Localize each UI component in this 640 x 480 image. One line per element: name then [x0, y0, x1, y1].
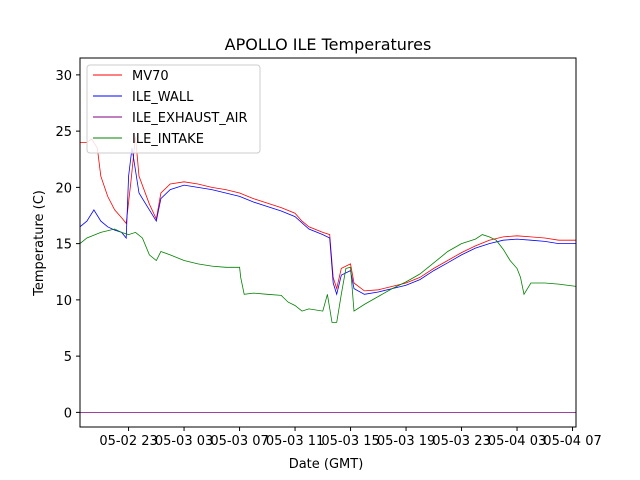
legend-label: ILE_WALL — [132, 90, 194, 105]
series-line-ile-intake — [79, 228, 577, 323]
x-tick-label: 05-03 03 — [155, 434, 213, 449]
legend: MV70 ILE_WALL ILE_EXHAUST_AIR ILE_INTAKE — [86, 64, 261, 154]
legend-label: MV70 — [132, 69, 169, 84]
legend-box — [86, 64, 261, 154]
y-axis-title: Temperature (C) — [32, 190, 47, 297]
x-tick-label: 05-04 03 — [488, 434, 546, 449]
x-tick-label: 05-04 07 — [543, 434, 601, 449]
x-tick-label: 05-03 11 — [266, 434, 324, 449]
y-tick-label: 25 — [55, 125, 72, 140]
series-line-ile-wall — [79, 147, 576, 296]
x-tick-label: 05-03 19 — [377, 434, 435, 449]
x-tick-label: 05-02 23 — [99, 434, 157, 449]
x-tick-label: 05-03 07 — [210, 434, 268, 449]
plot-frame — [79, 57, 577, 428]
y-tick-label: 15 — [55, 238, 72, 253]
x-tick-label: 05-03 23 — [432, 434, 490, 449]
series-layer — [79, 136, 577, 413]
chart-title: APOLLO ILE Temperatures — [225, 35, 432, 54]
x-tick-label: 05-03 15 — [321, 434, 379, 449]
y-tick-label: 0 — [64, 406, 72, 421]
y-tick-label: 5 — [64, 350, 72, 365]
y-tick-label: 10 — [55, 294, 72, 309]
y-tick-label: 20 — [55, 181, 72, 196]
y-tick-label: 30 — [55, 69, 72, 84]
x-axis-title: Date (GMT) — [289, 457, 364, 472]
legend-label: ILE_EXHAUST_AIR — [132, 111, 248, 126]
legend-label: ILE_INTAKE — [132, 132, 204, 147]
